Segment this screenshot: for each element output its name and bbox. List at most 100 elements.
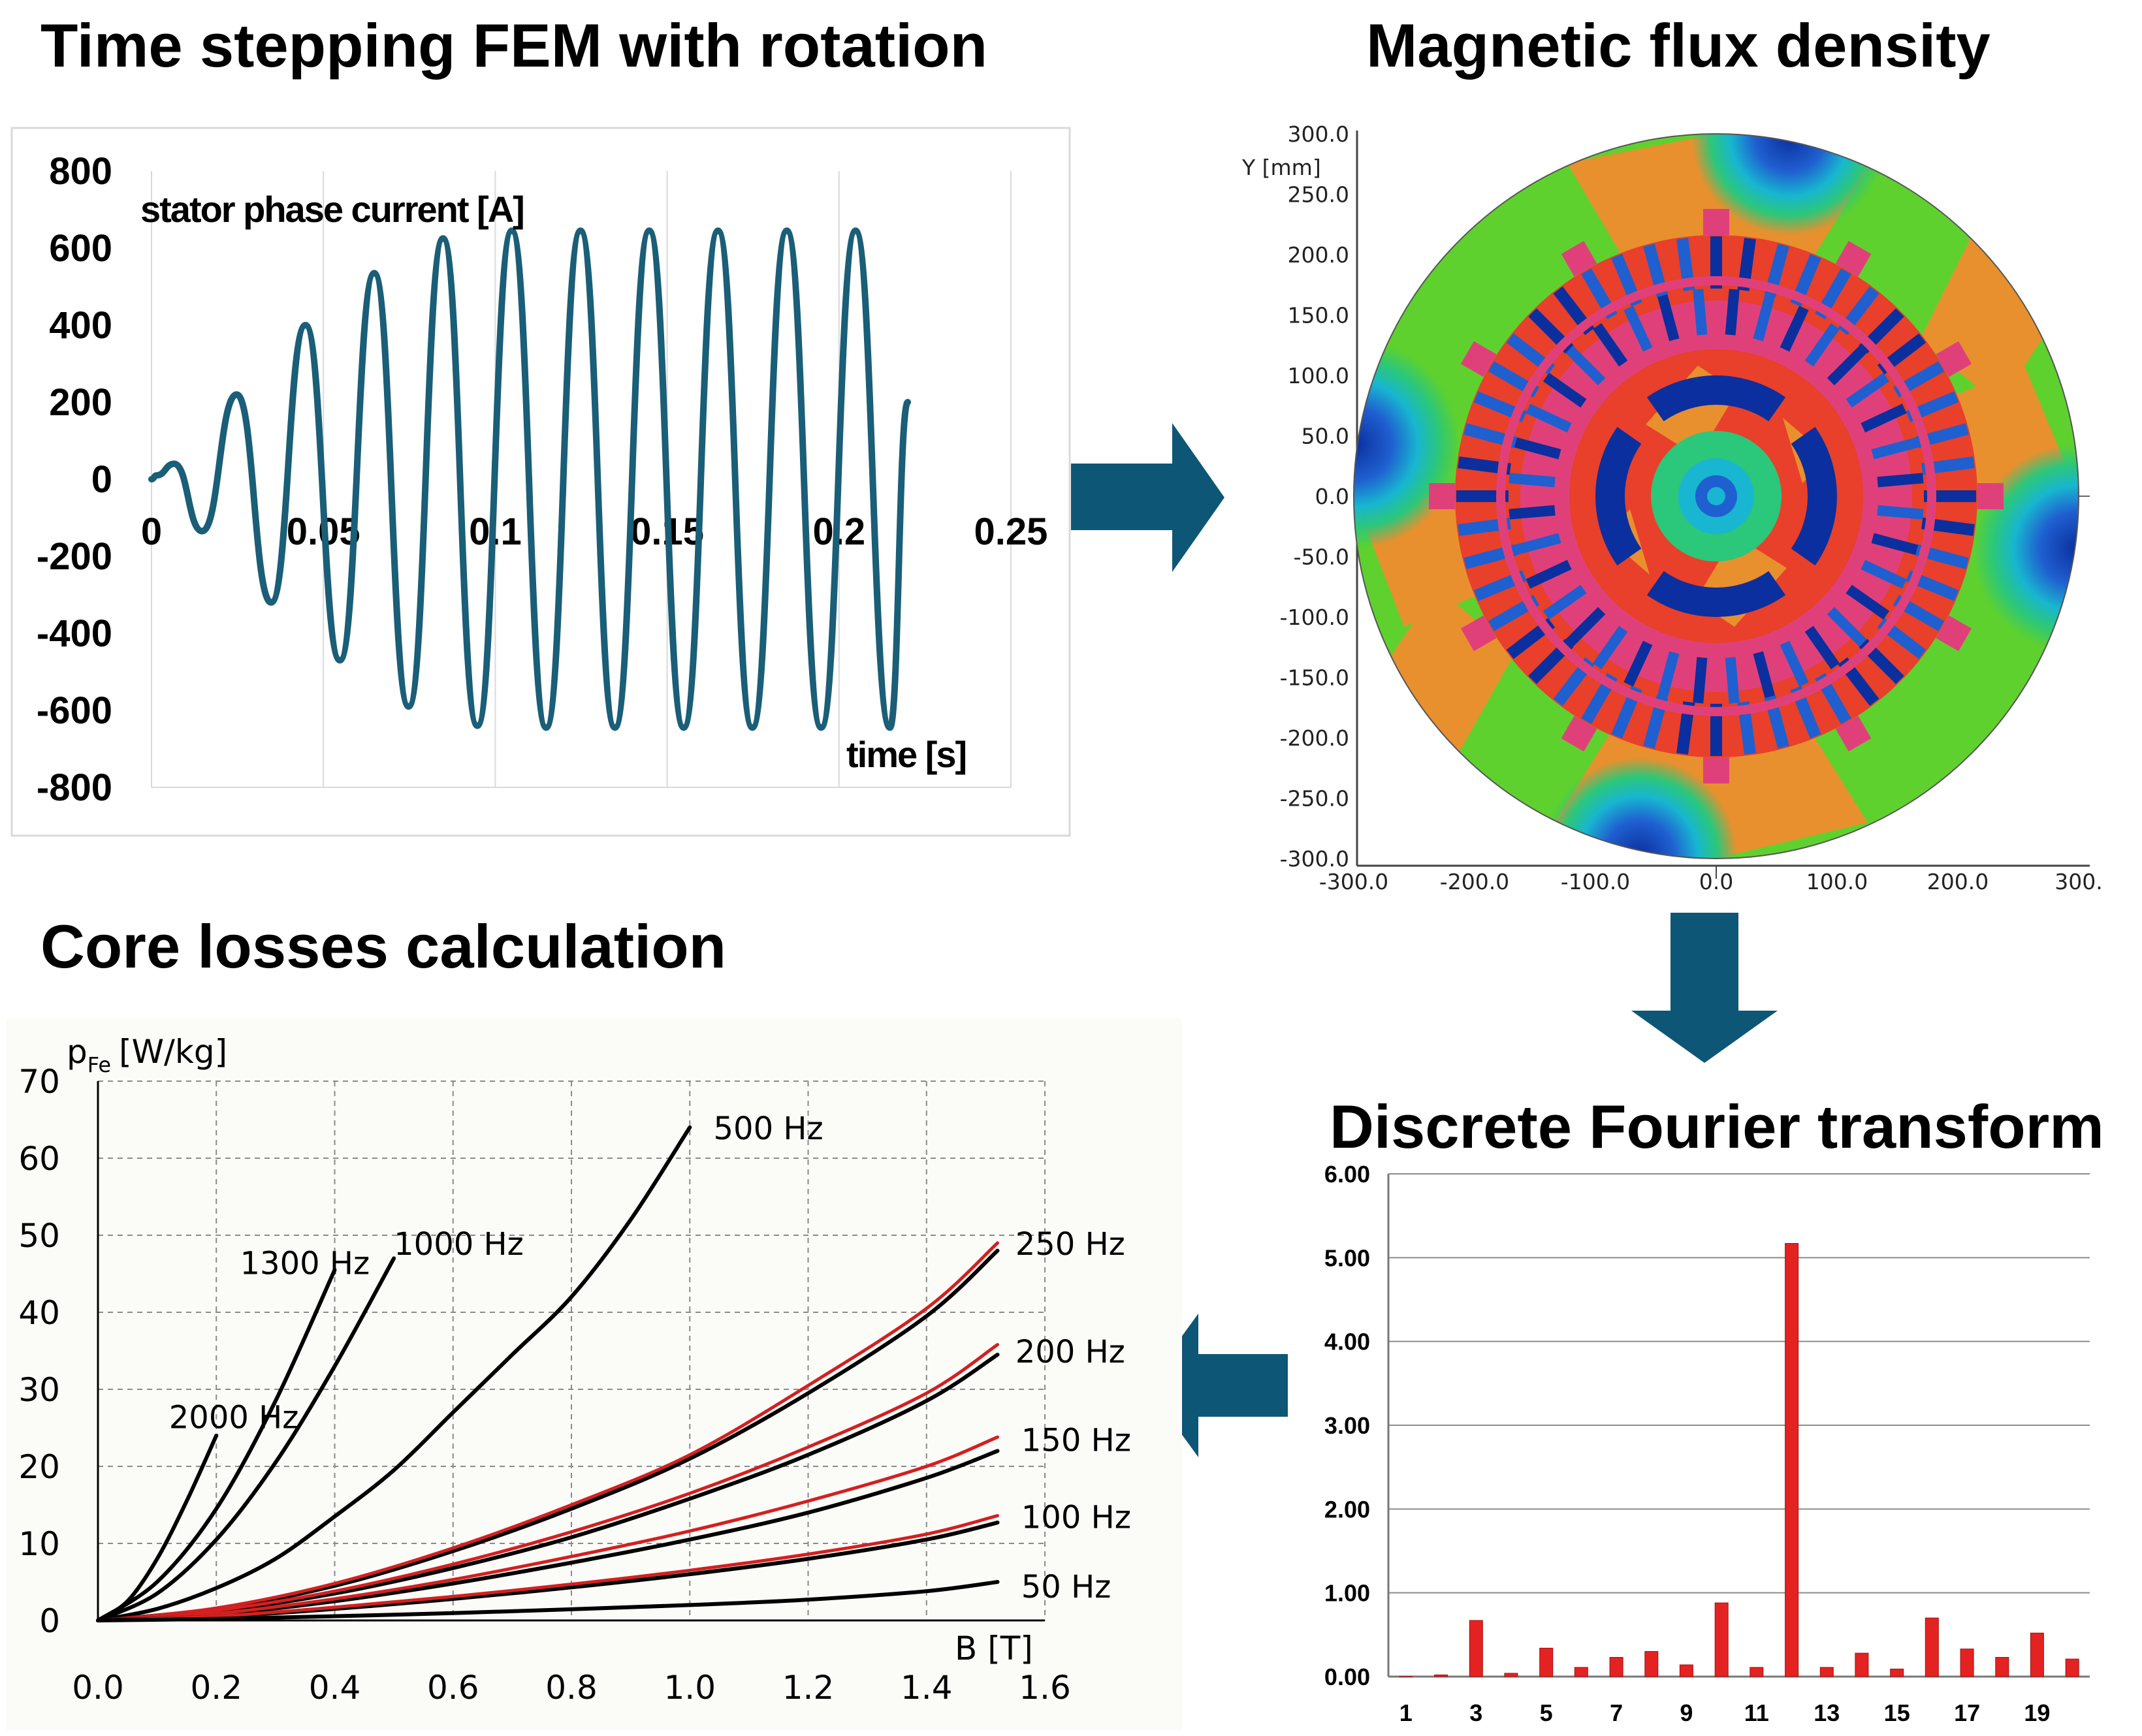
flux-rotor-bar: [1565, 607, 1606, 647]
current-y-tick-labels: 800 600 400 200 0 -200 -400 -600 -800: [37, 150, 112, 809]
flux-rotor-bar: [1877, 473, 1924, 488]
flux-rotor-bar: [1871, 533, 1919, 556]
flux-tooth-tip: [1835, 240, 1872, 277]
losses-curve-label: 150 Hz: [1021, 1423, 1131, 1459]
losses-x-tick-labels: 0.0 0.2 0.4 0.6 0.8 1.0 1.2 1.4 1.6: [72, 1669, 1071, 1707]
flux-y-tick-label: -100.0: [1280, 605, 1349, 630]
dft-bar-20: [2065, 1658, 2079, 1677]
flux-magnet-arc: [1791, 426, 1837, 566]
flux-rotor-bar: [1780, 306, 1809, 352]
losses-curve-labels: 500 Hz 1300 Hz 1000 Hz 2000 Hz 250 Hz 200 Hz 1…: [169, 1111, 1131, 1605]
dft-x-tick-label: 5: [1540, 1699, 1553, 1726]
flux-rotor-bar: [1827, 607, 1867, 647]
dft-bar-3: [1469, 1620, 1483, 1677]
flux-rotor-bar: [1514, 437, 1561, 460]
flux-x-tick-label: -200.0: [1440, 869, 1509, 894]
dft-y-tick-label: 1.00: [1324, 1580, 1370, 1607]
arrow-right-icon: [1071, 423, 1224, 572]
losses-y-tick-labels: 70 60 50 40 30 20 10 0: [18, 1063, 60, 1640]
current-y-tick-label: -200: [37, 535, 112, 578]
current-y-tick-label: -400: [37, 612, 112, 655]
flux-rotor-bar: [1780, 640, 1809, 687]
losses-x-tick-label: 1.4: [901, 1669, 953, 1707]
losses-curve-label: 200 Hz: [1015, 1334, 1125, 1370]
flux-x-tick-labels: -300.0 -200.0 -100.0 0.0 100.0 200.0 300.: [1319, 869, 2103, 894]
flux-blue-spot-w: [1354, 339, 1460, 548]
flux-x-tick-label: 0.0: [1699, 869, 1733, 894]
losses-y-tick-label: 0: [39, 1602, 60, 1640]
current-y-tick-label: 800: [49, 150, 112, 193]
losses-x-tick-label: 1.0: [663, 1669, 716, 1707]
flux-tooth-tip: [1460, 615, 1497, 652]
flux-rotor-bar: [1827, 345, 1867, 386]
flux-rotor-bar: [1877, 505, 1924, 520]
dft-bar-2: [1434, 1674, 1448, 1677]
losses-y-label-sub: Fe: [88, 1052, 111, 1077]
losses-x-tick-label: 1.2: [782, 1669, 835, 1707]
flux-rotor-bar: [1526, 560, 1572, 589]
dft-bar-15: [1890, 1668, 1904, 1677]
dft-bar-13: [1819, 1667, 1834, 1677]
flux-x-tick-label: -300.0: [1319, 869, 1388, 894]
flux-y-tick-label: -150.0: [1280, 665, 1349, 691]
flux-chart: 300.0 250.0 200.0 150.0 100.0 50.0 0.0 -50.0 -10…: [1241, 121, 2103, 894]
flux-rotor-bar: [1657, 294, 1680, 341]
flux-tooth-tip: [1703, 209, 1729, 235]
dft-bar-12: [1785, 1243, 1799, 1677]
dft-x-tick-label: 1: [1399, 1699, 1413, 1726]
losses-y-label-main: p: [67, 1033, 88, 1071]
current-x-axis-label: time [s]: [846, 734, 966, 775]
flux-rotor-bar: [1509, 505, 1556, 520]
losses-curve-label: 50 Hz: [1021, 1569, 1111, 1605]
flux-rotor-bar: [1565, 345, 1606, 386]
current-y-tick-label: -800: [37, 766, 112, 809]
flux-rotor-bar: [1657, 651, 1680, 699]
losses-y-axis-label: pFe [W/kg]: [67, 1033, 227, 1077]
dft-y-tick-labels: 6.00 5.00 4.00 3.00 2.00 1.00 0.00: [1324, 1161, 1370, 1690]
flux-y-tick-label: -300.0: [1280, 846, 1349, 872]
flux-rotor-bar: [1693, 657, 1708, 704]
losses-x-tick-label: 0.8: [545, 1669, 598, 1707]
losses-background: [7, 1018, 1182, 1730]
losses-gridlines: [98, 1081, 1046, 1620]
flux-y-tick-label: 0.0: [1315, 484, 1349, 509]
dft-bar-10: [1714, 1602, 1729, 1677]
flux-tooth-tip: [1429, 483, 1455, 509]
dft-bar-19: [2030, 1632, 2044, 1677]
dft-bar-4: [1504, 1673, 1518, 1677]
dft-y-tick-label: 4.00: [1324, 1329, 1370, 1355]
flux-rotor-bar: [1693, 289, 1708, 336]
losses-curve-label: 100 Hz: [1021, 1500, 1131, 1536]
flux-x-tick-label: 100.0: [1806, 869, 1868, 894]
losses-y-tick-label: 10: [18, 1525, 60, 1563]
flux-rotor-bar: [1623, 640, 1653, 687]
dft-x-tick-label: 15: [1884, 1699, 1910, 1726]
flux-magnet-arc: [1595, 426, 1642, 566]
losses-curve-label: 1000 Hz: [394, 1226, 524, 1263]
losses-y-tick-label: 70: [18, 1063, 60, 1101]
losses-curve-50-hz: [96, 1580, 1000, 1622]
dft-chart: 6.005.004.003.002.001.000.00 1 3 5 7 9 11 13 15…: [1288, 1161, 2130, 1730]
flux-rotor-bar: [1871, 437, 1919, 460]
dft-bar-14: [1855, 1652, 1869, 1677]
flux-x-tick-label: 300.: [2054, 869, 2102, 894]
flux-stator-tooth: [1924, 490, 1976, 502]
losses-series-lines: [96, 1125, 1000, 1622]
losses-y-tick-label: 50: [18, 1217, 60, 1255]
current-y-axis-label: stator phase current [A]: [140, 189, 524, 230]
flux-rotor-magnets: [1595, 375, 1837, 617]
flux-rotor-bar: [1593, 625, 1628, 670]
dft-y-tick-label: 3.00: [1324, 1412, 1370, 1439]
flux-x-tick-label: 200.0: [1927, 869, 1989, 894]
flux-magnet-arc: [1646, 375, 1786, 422]
losses-curve-label: 250 Hz: [1015, 1226, 1125, 1263]
flux-rotor-bar: [1623, 306, 1653, 352]
current-series-line: [148, 227, 912, 731]
flux-stator-tooth: [1710, 236, 1722, 289]
flux-x-tick-label: -100.0: [1561, 869, 1630, 894]
dft-x-tick-label: 9: [1680, 1699, 1693, 1726]
flux-rotor-bar: [1514, 533, 1561, 556]
current-y-tick-label: 200: [49, 381, 112, 424]
dft-panel-title: Discrete Fourier transform: [1330, 1092, 2104, 1161]
